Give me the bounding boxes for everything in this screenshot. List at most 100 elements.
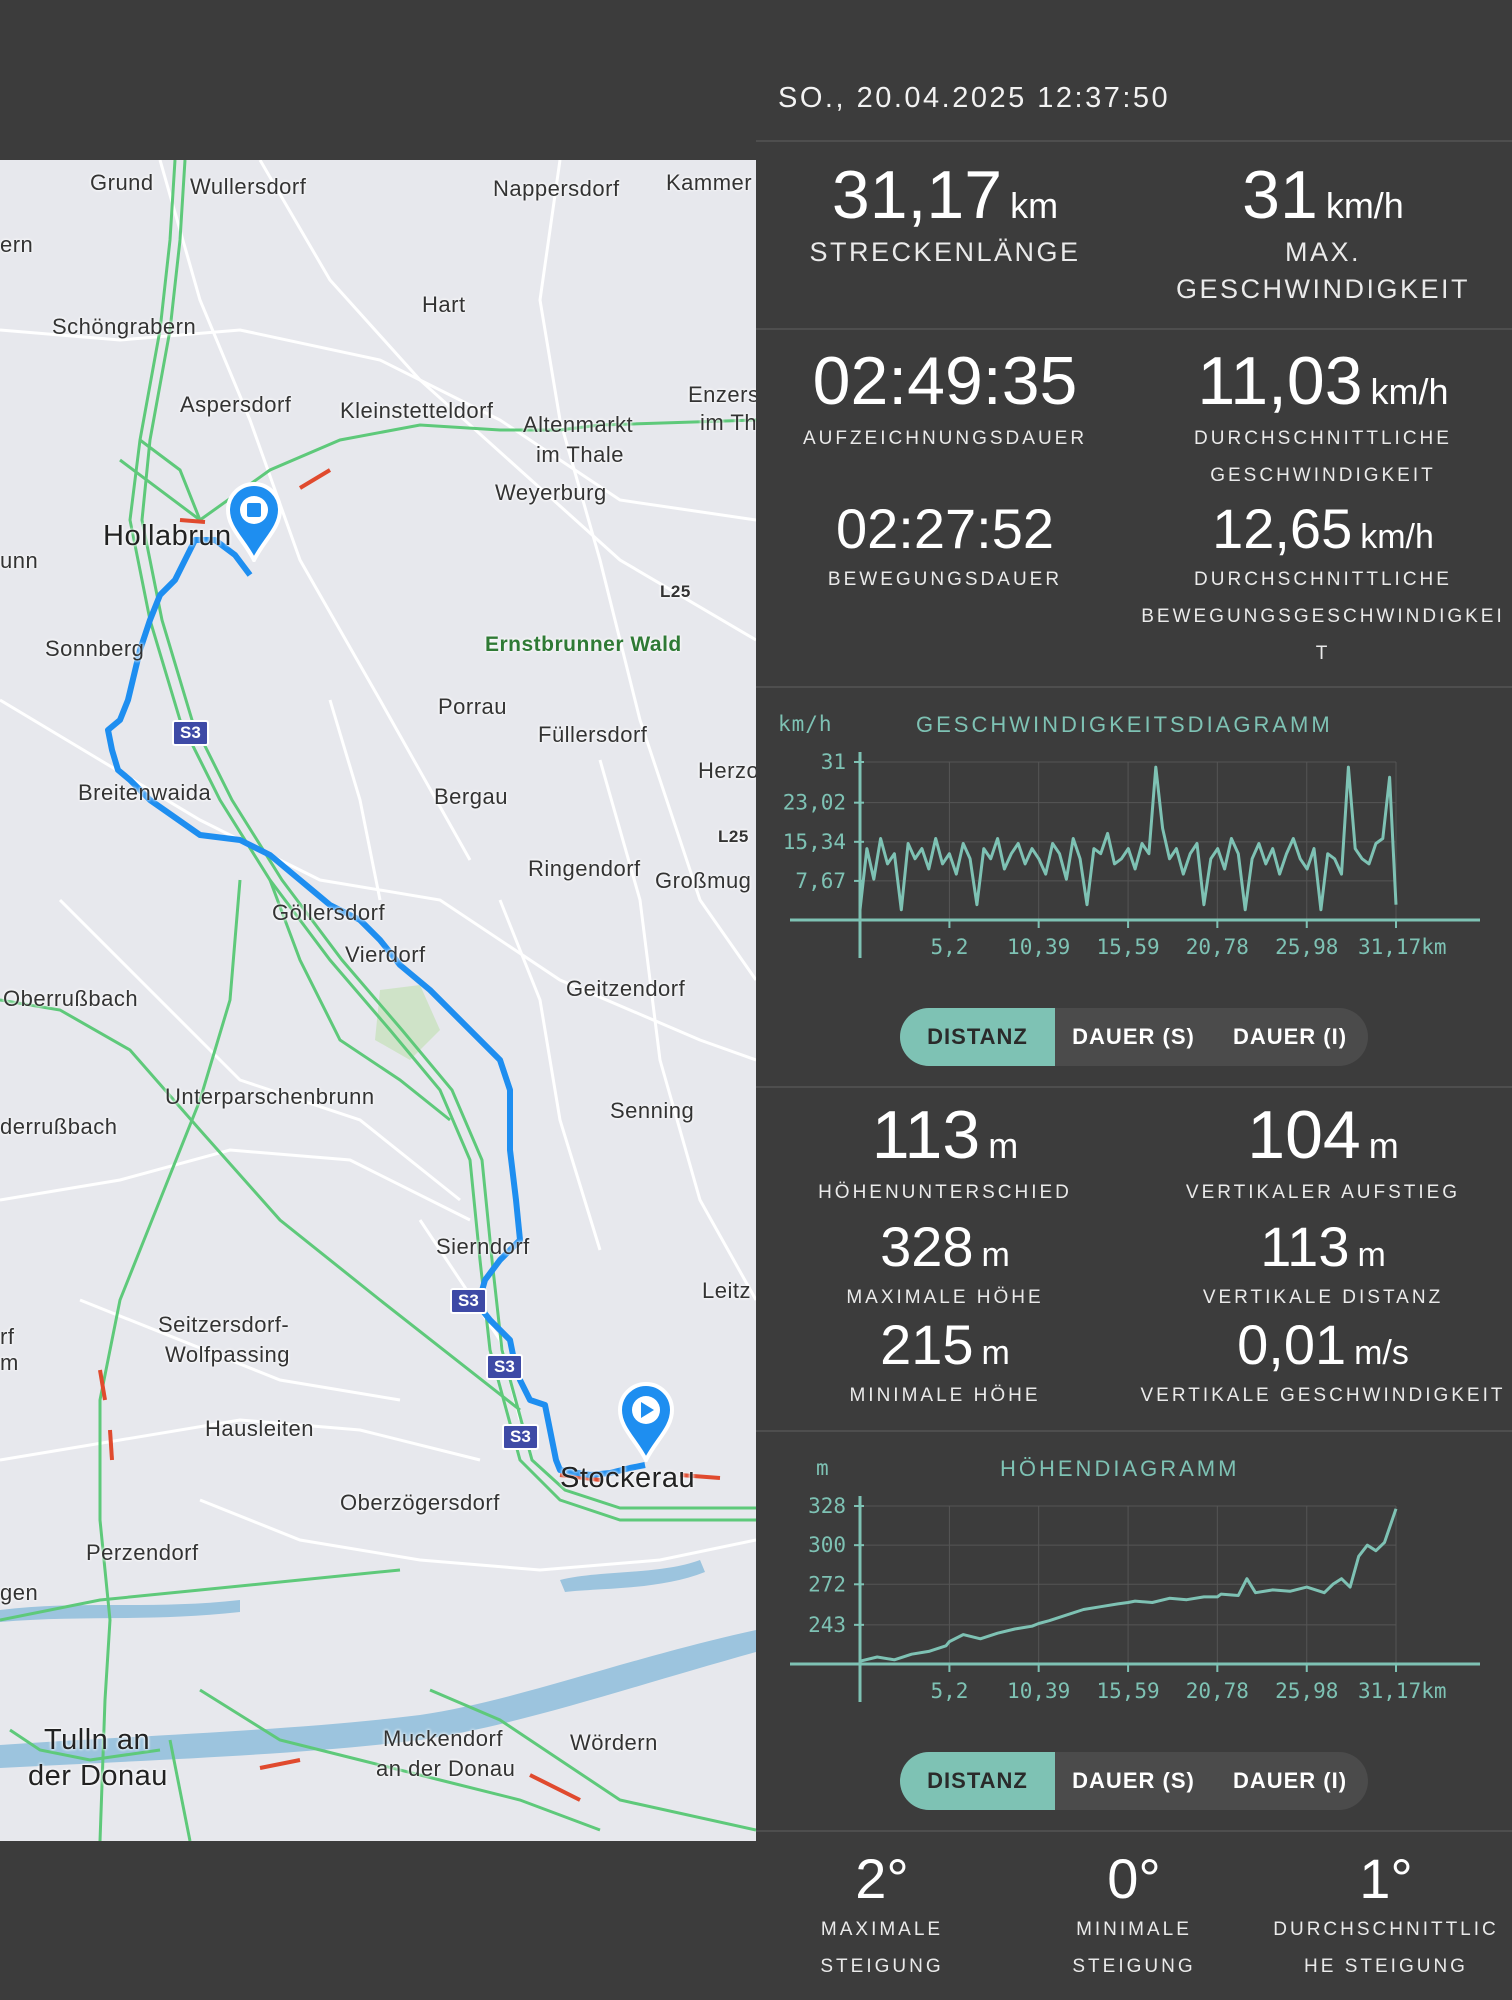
- place-hollabrunn: Hollabrun: [103, 520, 232, 552]
- vertical-distance-value: 113: [1260, 1215, 1350, 1278]
- place-senning: Senning: [610, 1098, 695, 1123]
- height-chart-y-tick-label: 243: [808, 1613, 846, 1637]
- place-gen: gen: [0, 1580, 39, 1605]
- min-height-metric: 215 m MINIMALE HÖHE: [756, 1312, 1134, 1414]
- height-toggle-duration-s[interactable]: DAUER (S): [1072, 1768, 1195, 1793]
- avg-slope-label-2: HE STEIGUNG: [1304, 1956, 1468, 1977]
- place-porrau: Porrau: [438, 694, 508, 719]
- recorded-route: [105, 537, 646, 1478]
- place-weyerburg: Weyerburg: [495, 480, 607, 505]
- minor-roads: [0, 160, 756, 1572]
- height-chart-toggle[interactable]: DISTANZ DAUER (S) DAUER (I): [900, 1752, 1368, 1810]
- speed-chart-y-tick-label: 15,34: [783, 830, 846, 854]
- min-height-value-row: 215 m: [756, 1312, 1134, 1377]
- speed-chart-toggle[interactable]: DISTANZ DAUER (S) DAUER (I): [900, 1008, 1368, 1066]
- place-rf: rf: [0, 1324, 15, 1349]
- height-chart-y-tick-label: 272: [808, 1572, 846, 1596]
- place-kammer: Kammer: [666, 170, 753, 195]
- height-chart-y-tick-label: 328: [808, 1494, 846, 1518]
- vertical-distance-label: VERTIKALE DISTANZ: [1202, 1287, 1444, 1308]
- avg-moving-speed-value-row: 12,65 km/h: [1134, 496, 1512, 561]
- height-chart-x-tick-label: 31,17km: [1358, 1679, 1447, 1703]
- distance-metric: 31,17 km STRECKENLÄNGE: [756, 156, 1134, 271]
- avg-speed-metric: 11,03 km/h DURCHSCHNITTLICHE GESCHWINDIGK…: [1134, 342, 1512, 494]
- park-area: [375, 985, 440, 1060]
- avg-moving-speed-label-3: T: [1315, 643, 1331, 664]
- height-chart-x-tick-label: 5,2: [930, 1679, 968, 1703]
- place-ringendorf: Ringendorf: [528, 856, 641, 881]
- place-kleinstetteldorf: Kleinstetteldorf: [340, 398, 494, 423]
- speed-toggle-duration-i[interactable]: DAUER (I): [1232, 1024, 1348, 1049]
- speed-chart-y-tick-label: 31: [821, 750, 846, 774]
- max-height-label: MAXIMALE HÖHE: [846, 1287, 1044, 1308]
- place-geitzendorf: Geitzendorf: [566, 976, 686, 1001]
- height-chart-y-unit: m: [816, 1456, 830, 1480]
- place-ernstbrunner-wald: Ernstbrunner Wald: [485, 633, 682, 656]
- route-map[interactable]: Grund Wullersdorf Nappersdorf Kammer ern…: [0, 160, 756, 1841]
- min-height-value: 215: [880, 1313, 974, 1376]
- road-shield-s3: S3: [486, 1354, 523, 1380]
- speed-toggle-distance[interactable]: DISTANZ: [900, 1008, 1055, 1066]
- avg-moving-speed-value: 12,65: [1212, 497, 1353, 560]
- place-breitenwaida: Breitenwaida: [78, 780, 212, 805]
- max-height-metric: 328 m MAXIMALE HÖHE: [756, 1214, 1134, 1316]
- river-arm: [0, 1600, 240, 1622]
- route-start-marker-icon[interactable]: [618, 1382, 674, 1462]
- max-slope-metric: 2° MAXIMALE STEIGUNG: [756, 1846, 1008, 1985]
- height-chart-series-line: [859, 1508, 1398, 1663]
- max-speed-label-1: MAX.: [1284, 237, 1361, 267]
- place-derrussbach: derrußbach: [0, 1114, 118, 1139]
- speed-chart-title: GESCHWINDIGKEITSDIAGRAMM: [916, 712, 1333, 737]
- place-grund: Grund: [90, 170, 154, 195]
- road-l25-a: L25: [660, 582, 691, 601]
- distance-label: STRECKENLÄNGE: [809, 237, 1081, 267]
- height-toggle-distance[interactable]: DISTANZ: [900, 1752, 1055, 1810]
- max-speed-metric: 31 km/h MAX. GESCHWINDIGKEIT: [1134, 156, 1512, 308]
- recording-duration-label: AUFZEICHNUNGSDAUER: [802, 428, 1088, 449]
- avg-slope-metric: 1° DURCHSCHNITTLIC HE STEIGUNG: [1260, 1846, 1512, 1985]
- min-slope-label-1: MINIMALE: [1076, 1919, 1192, 1940]
- vertical-ascent-value: 104: [1247, 1097, 1361, 1173]
- map-canvas[interactable]: [0, 160, 756, 1841]
- speed-toggle-duration-s[interactable]: DAUER (S): [1072, 1024, 1195, 1049]
- place-goellersdorf: Göllersdorf: [272, 900, 386, 925]
- height-chart[interactable]: 328 300 272 243 5,2 10,39 15,59 20,78 25,98 31,17…: [756, 1444, 1512, 1724]
- avg-slope-label-1: DURCHSCHNITTLIC: [1273, 1919, 1499, 1940]
- speed-chart-x-tick-label: 5,2: [930, 935, 968, 959]
- height-toggle-duration-i[interactable]: DAUER (I): [1232, 1768, 1348, 1793]
- place-tulln-line2: der Donau: [28, 1760, 168, 1792]
- max-height-unit: m: [981, 1236, 1010, 1274]
- speed-chart-x-tick-label: 25,98: [1275, 935, 1338, 959]
- route-end-marker-icon[interactable]: [226, 482, 282, 562]
- height-chart-x-tick-label: 10,39: [1007, 1679, 1070, 1703]
- place-leitz: Leitz: [702, 1278, 751, 1303]
- height-diff-label: HÖHENUNTERSCHIED: [818, 1182, 1072, 1203]
- vertical-ascent-value-row: 104 m: [1134, 1096, 1512, 1174]
- place-grossmug: Großmug: [655, 868, 752, 893]
- height-diff-unit: m: [988, 1125, 1019, 1166]
- vertical-distance-value-row: 113 m: [1134, 1214, 1512, 1279]
- min-height-unit: m: [981, 1334, 1010, 1372]
- vertical-speed-value-row: 0,01 m/s: [1134, 1312, 1512, 1377]
- height-chart-x-tick-label: 20,78: [1186, 1679, 1249, 1703]
- distance-unit: km: [1010, 185, 1059, 226]
- place-muckendorf-line2: an der Donau: [376, 1756, 516, 1781]
- speed-chart[interactable]: 31 23,02 15,34 7,67 5,2 10,39 15,59 20,78 25,98 3…: [756, 700, 1512, 980]
- avg-speed-label-1: DURCHSCHNITTLICHE: [1194, 428, 1452, 449]
- speed-chart-x-tick-label: 20,78: [1186, 935, 1249, 959]
- speed-chart-y-tick-label: 23,02: [783, 791, 846, 815]
- vertical-speed-unit: m/s: [1354, 1334, 1409, 1372]
- vertical-speed-value: 0,01: [1237, 1313, 1347, 1376]
- avg-moving-speed-metric: 12,65 km/h DURCHSCHNITTLICHE BEWEGUNGSGES…: [1134, 496, 1512, 672]
- speed-chart-y-tick-label: 7,67: [795, 869, 846, 893]
- speed-chart-series-line: [858, 765, 1398, 912]
- avg-moving-speed-label-1: DURCHSCHNITTLICHE: [1194, 569, 1452, 590]
- height-diff-value: 113: [871, 1097, 981, 1173]
- vertical-distance-metric: 113 m VERTIKALE DISTANZ: [1134, 1214, 1512, 1316]
- vertical-distance-unit: m: [1357, 1236, 1386, 1274]
- min-slope-label-2: STEIGUNG: [1072, 1956, 1196, 1977]
- vertical-ascent-label: VERTIKALER AUFSTIEG: [1185, 1182, 1461, 1203]
- place-stockerau: Stockerau: [560, 1462, 696, 1494]
- place-wolfpassing: Wolfpassing: [165, 1342, 290, 1367]
- speed-chart-x-tick-label: 15,59: [1096, 935, 1159, 959]
